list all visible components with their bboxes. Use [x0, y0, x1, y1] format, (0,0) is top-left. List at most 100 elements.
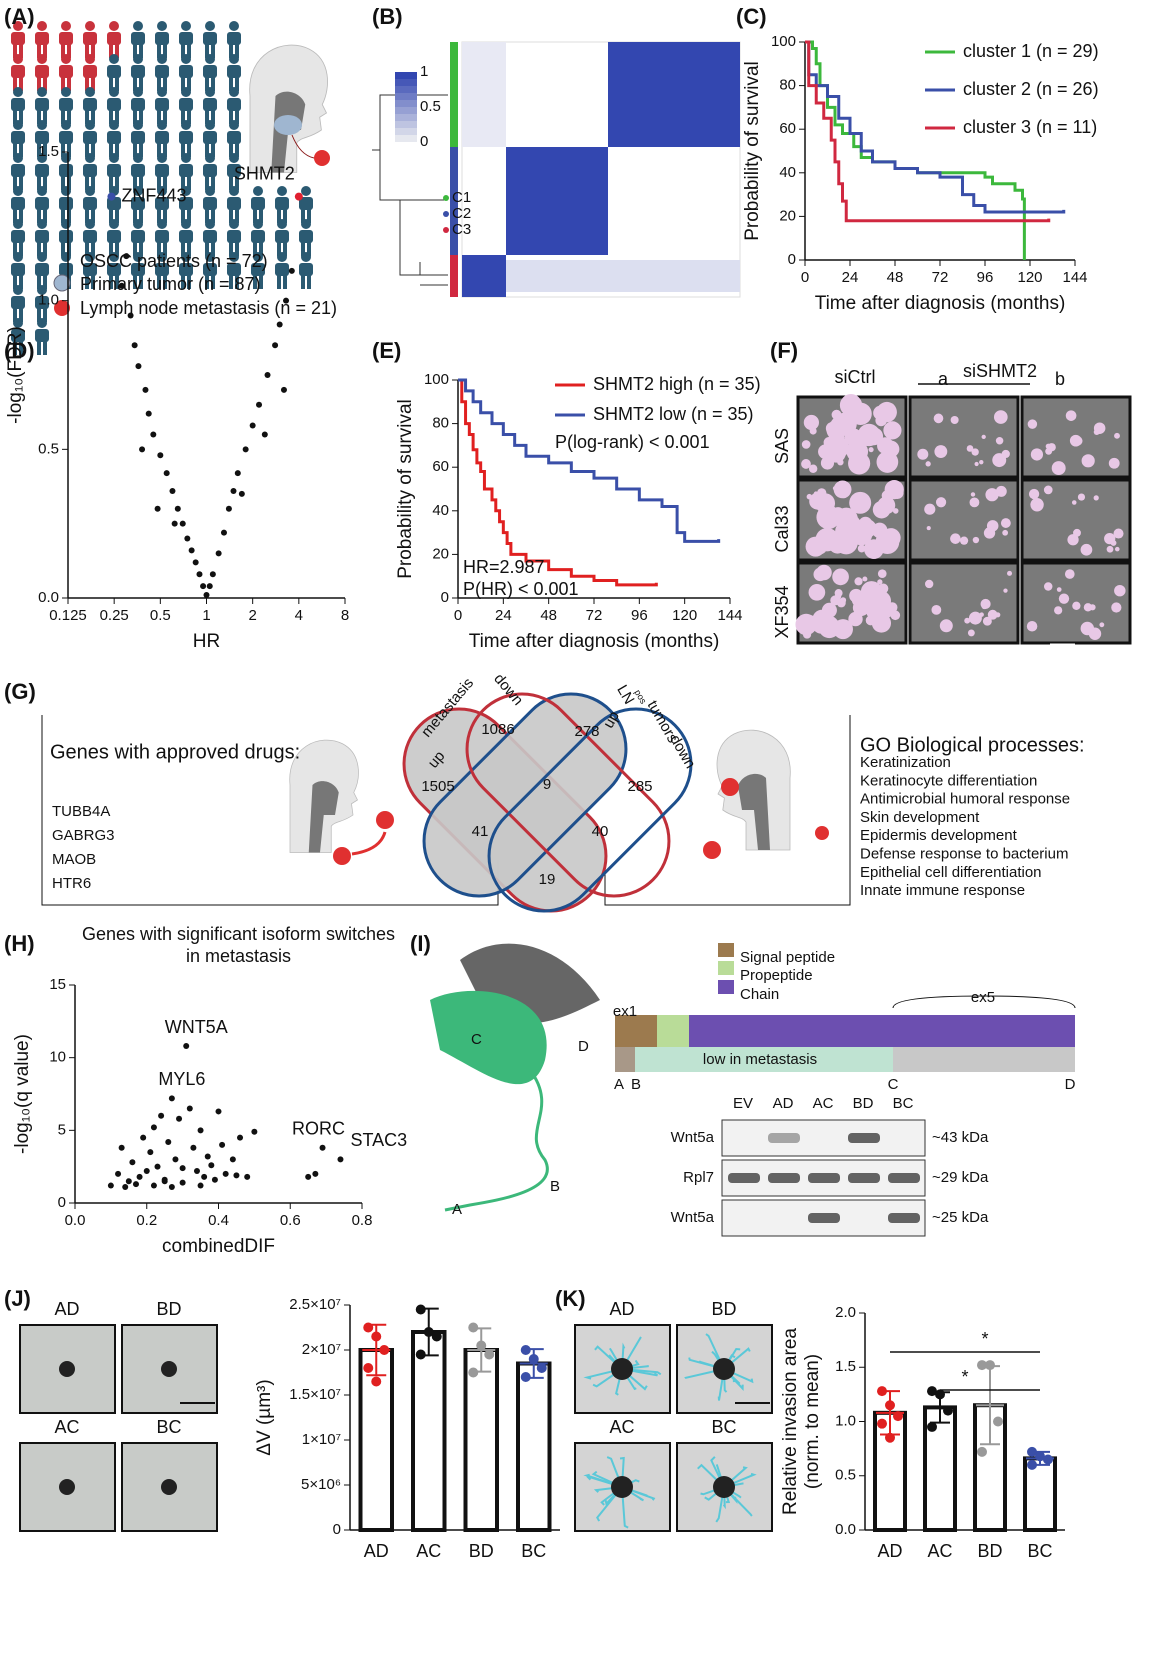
annotation: P(log-rank) < 0.001 — [555, 432, 710, 452]
shape — [157, 77, 161, 91]
go-process: Innate immune response — [860, 882, 1025, 899]
shape — [891, 486, 904, 499]
shape — [852, 599, 870, 617]
x-tick-label: 0.8 — [352, 1212, 373, 1229]
venn-count: 41 — [472, 823, 489, 840]
shape — [635, 1015, 657, 1047]
shape — [133, 153, 143, 163]
shape — [181, 120, 191, 130]
shape — [291, 134, 315, 159]
shape — [155, 230, 169, 243]
shape — [13, 110, 17, 124]
shape — [83, 230, 97, 243]
shape — [19, 209, 23, 223]
replicate-point — [379, 1345, 390, 1355]
colorbar-tick: 0 — [420, 133, 428, 150]
shape — [179, 32, 193, 45]
venn-count: 19 — [539, 871, 556, 888]
shape — [85, 54, 95, 64]
shape — [950, 415, 959, 425]
survival-curve — [805, 40, 1026, 260]
y-tick-label: 1.0 — [835, 1412, 856, 1429]
replicate-point — [371, 1331, 382, 1342]
go-process: Keratinization — [860, 754, 951, 771]
shape — [935, 497, 947, 508]
shape — [37, 209, 41, 223]
shape — [888, 1213, 920, 1223]
x-tick-label: 0.6 — [280, 1212, 301, 1229]
exon-label: ex1 — [613, 1003, 637, 1020]
shape — [157, 186, 167, 196]
shape — [205, 219, 215, 229]
shape — [983, 527, 996, 539]
shape — [131, 131, 145, 144]
shape — [181, 77, 185, 91]
shape — [37, 242, 41, 256]
shape — [995, 437, 1004, 445]
shape — [839, 394, 863, 417]
shape — [11, 98, 25, 111]
shape — [768, 1133, 800, 1143]
shape — [1093, 422, 1106, 434]
shape — [139, 176, 143, 190]
shape — [179, 197, 193, 210]
point — [256, 401, 263, 408]
shape — [59, 1361, 75, 1377]
point — [190, 1144, 197, 1151]
shape — [1000, 518, 1011, 529]
point — [319, 1144, 326, 1151]
image-label: AC — [609, 1417, 634, 1437]
shape — [933, 413, 944, 424]
shape — [11, 230, 25, 243]
column-label: b — [1055, 369, 1065, 389]
shape — [109, 120, 119, 130]
shape — [615, 1047, 635, 1072]
shape — [85, 21, 95, 31]
blot-size: ~43 kDa — [932, 1129, 989, 1146]
shape — [872, 500, 891, 519]
shape — [229, 110, 233, 124]
shape — [13, 44, 17, 58]
shape — [11, 197, 25, 210]
point — [168, 1184, 175, 1191]
shape — [13, 341, 17, 355]
shape — [91, 44, 95, 58]
shape — [229, 44, 233, 58]
shape — [307, 242, 311, 256]
shape — [832, 568, 849, 586]
shape — [181, 143, 185, 157]
shape — [35, 230, 49, 243]
shape — [13, 275, 17, 289]
point-label: ZNF443 — [121, 185, 186, 205]
y-axis-label: Relative invasion area — [780, 1328, 801, 1515]
shape — [11, 131, 25, 144]
survival-curve — [805, 40, 1066, 214]
domain-legend: Signal peptide — [740, 949, 835, 966]
point — [154, 505, 161, 512]
shape — [506, 147, 608, 255]
error-bar — [362, 1323, 391, 1377]
replicate-point — [431, 1331, 442, 1342]
point — [222, 1170, 229, 1177]
shape — [13, 308, 17, 322]
shape — [109, 176, 113, 190]
shape — [203, 32, 217, 45]
x-axis-label: HR — [193, 631, 220, 652]
replicate-point — [993, 1416, 1003, 1427]
panel-label: (A) — [4, 4, 35, 29]
shape — [833, 480, 852, 499]
drug: GABRG3 — [52, 827, 115, 844]
shape — [713, 1476, 735, 1498]
shape — [1110, 539, 1117, 546]
shape — [615, 1015, 635, 1047]
point — [196, 571, 203, 578]
shape — [181, 219, 191, 229]
shape — [1030, 498, 1044, 512]
shape — [187, 242, 191, 256]
shape — [1030, 448, 1044, 461]
shape — [11, 65, 25, 78]
shape — [37, 21, 47, 31]
shape — [13, 186, 23, 196]
position-label: C — [888, 1076, 899, 1093]
shape — [67, 143, 71, 157]
